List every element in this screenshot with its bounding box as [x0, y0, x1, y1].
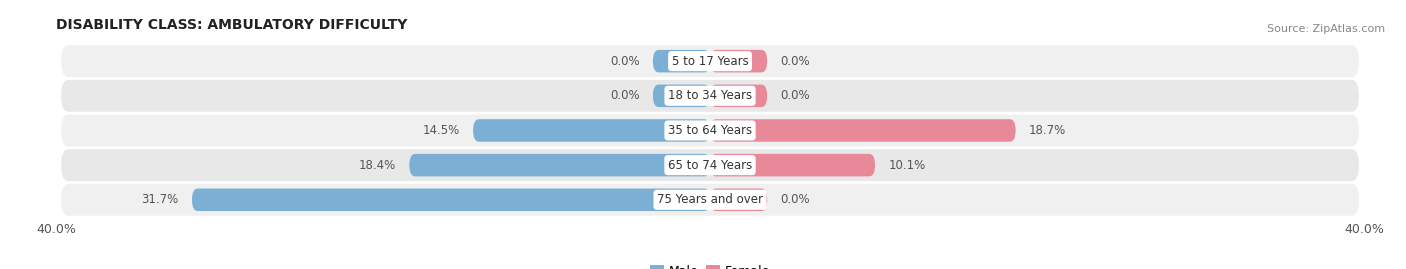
Text: 18.4%: 18.4%: [359, 159, 396, 172]
Text: 0.0%: 0.0%: [780, 193, 810, 206]
Legend: Male, Female: Male, Female: [645, 260, 775, 269]
Text: 0.0%: 0.0%: [780, 89, 810, 102]
Text: 5 to 17 Years: 5 to 17 Years: [672, 55, 748, 68]
Text: 35 to 64 Years: 35 to 64 Years: [668, 124, 752, 137]
FancyBboxPatch shape: [652, 84, 710, 107]
Text: 65 to 74 Years: 65 to 74 Years: [668, 159, 752, 172]
FancyBboxPatch shape: [60, 45, 1360, 77]
FancyBboxPatch shape: [60, 115, 1360, 146]
FancyBboxPatch shape: [191, 189, 710, 211]
FancyBboxPatch shape: [710, 119, 1015, 142]
Text: 75 Years and over: 75 Years and over: [657, 193, 763, 206]
Text: Source: ZipAtlas.com: Source: ZipAtlas.com: [1267, 24, 1385, 34]
Text: 0.0%: 0.0%: [780, 55, 810, 68]
FancyBboxPatch shape: [710, 50, 768, 72]
FancyBboxPatch shape: [60, 80, 1360, 112]
FancyBboxPatch shape: [60, 184, 1360, 216]
FancyBboxPatch shape: [409, 154, 710, 176]
Text: 14.5%: 14.5%: [423, 124, 460, 137]
FancyBboxPatch shape: [710, 84, 768, 107]
FancyBboxPatch shape: [710, 189, 768, 211]
Text: 0.0%: 0.0%: [610, 55, 640, 68]
Text: 18 to 34 Years: 18 to 34 Years: [668, 89, 752, 102]
FancyBboxPatch shape: [60, 149, 1360, 181]
FancyBboxPatch shape: [472, 119, 710, 142]
FancyBboxPatch shape: [710, 154, 875, 176]
Text: 18.7%: 18.7%: [1029, 124, 1066, 137]
Text: 0.0%: 0.0%: [610, 89, 640, 102]
Text: DISABILITY CLASS: AMBULATORY DIFFICULTY: DISABILITY CLASS: AMBULATORY DIFFICULTY: [56, 18, 408, 32]
Text: 10.1%: 10.1%: [889, 159, 925, 172]
FancyBboxPatch shape: [652, 50, 710, 72]
Text: 31.7%: 31.7%: [142, 193, 179, 206]
